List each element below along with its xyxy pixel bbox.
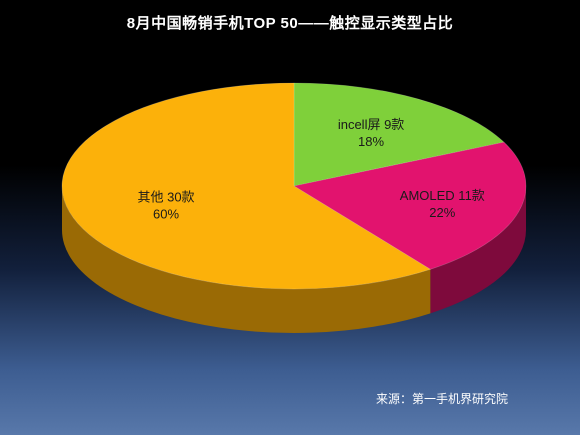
pie-labels: incell屏 9款 18% AMOLED 11款 22% 其他 30款 60% (137, 117, 484, 221)
pie-slice-2 (61, 82, 432, 290)
pie-slice-1 (293, 141, 527, 270)
pie-slice-0 (293, 82, 505, 187)
chart-title: 8月中国畅销手机TOP 50——触控显示类型占比 (126, 15, 454, 32)
pie-side-2-0 (62, 186, 431, 333)
pie-tops (61, 82, 527, 290)
slice-label-percent-2: 60% (153, 206, 179, 221)
pie-side-1-0 (430, 186, 526, 314)
slice-label-name-1: AMOLED 11款 (400, 188, 485, 203)
slice-label-percent-0: 18% (358, 134, 384, 149)
slice-label-percent-1: 22% (429, 205, 455, 220)
pie-sides (62, 186, 526, 333)
source-note: 来源：第一手机界研究院 (375, 392, 508, 406)
slice-label-name-2: 其他 30款 (137, 189, 194, 204)
slice-label-name-0: incell屏 9款 (338, 117, 404, 132)
